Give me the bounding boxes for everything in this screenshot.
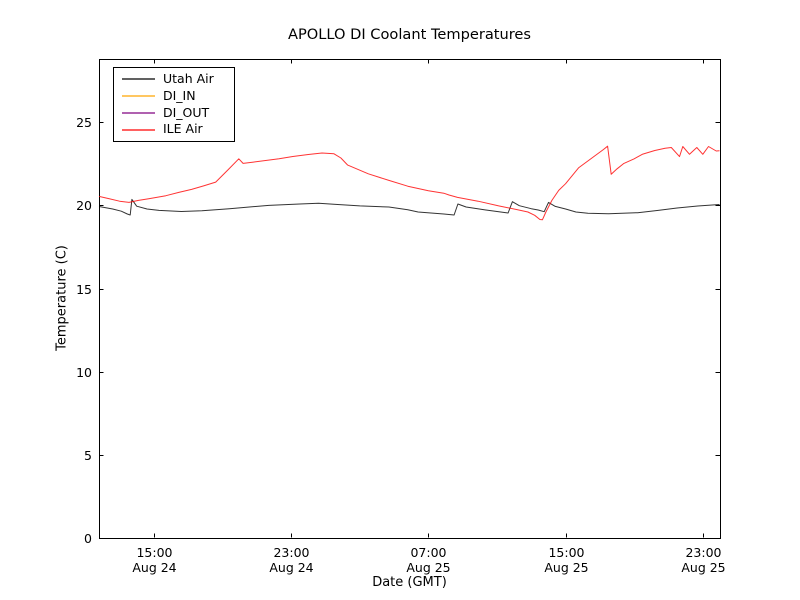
series-line-ile-air: [98, 145, 720, 221]
legend-item-label: ILE Air: [163, 121, 203, 137]
x-tick-label-date: Aug 25: [681, 560, 725, 575]
legend-line-sample: [122, 95, 155, 98]
y-tick-label: 25: [76, 115, 92, 130]
x-tick-label-date: Aug 24: [269, 560, 313, 575]
series-line-utah-air: [98, 198, 720, 216]
y-tick-label: 20: [76, 198, 92, 213]
legend: Utah Air DI_IN DI_OUT ILE Air: [113, 67, 235, 142]
x-tick-label-date: Aug 24: [132, 560, 176, 575]
y-tick-label: 0: [84, 531, 92, 546]
x-tick-label-date: Aug 25: [406, 560, 450, 575]
legend-item-label: DI_OUT: [163, 104, 210, 120]
x-tick-label-time: 23:00: [273, 545, 309, 560]
x-axis-label: Date (GMT): [372, 575, 447, 590]
plot-frame: [99, 59, 721, 539]
x-tick-label-time: 23:00: [685, 545, 721, 560]
legend-item-label: Utah Air: [163, 71, 214, 87]
y-axis-label: Temperature (C): [54, 245, 70, 351]
y-tick-label: 10: [76, 365, 92, 380]
chart-title: APOLLO DI Coolant Temperatures: [287, 26, 532, 43]
legend-line-sample: [122, 111, 155, 114]
legend-line-sample: [122, 78, 155, 81]
legend-item: Utah Air: [114, 71, 234, 87]
legend-item: DI_IN: [114, 88, 234, 104]
y-tick-label: 15: [76, 282, 92, 297]
y-tick-label: 5: [84, 448, 92, 463]
x-tick-label-date: Aug 25: [544, 560, 588, 575]
legend-item-label: DI_IN: [163, 87, 196, 103]
legend-item: DI_OUT: [114, 105, 234, 121]
x-tick-label-time: 15:00: [136, 545, 172, 560]
legend-line-sample: [122, 128, 155, 131]
legend-item: ILE Air: [114, 122, 234, 138]
x-tick-label-time: 07:00: [410, 545, 446, 560]
x-tick-label-time: 15:00: [548, 545, 584, 560]
